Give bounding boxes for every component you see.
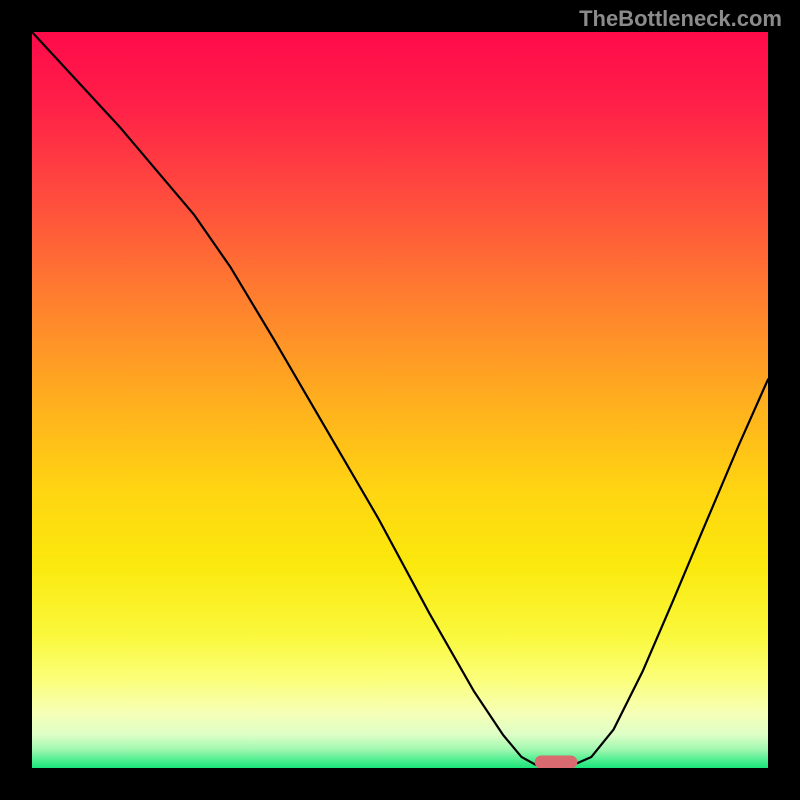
chart-container: TheBottleneck.com [0,0,800,800]
plot-background-gradient [32,32,768,768]
optimal-point-marker [535,755,578,768]
chart-svg [0,0,800,800]
watermark-text: TheBottleneck.com [579,6,782,32]
